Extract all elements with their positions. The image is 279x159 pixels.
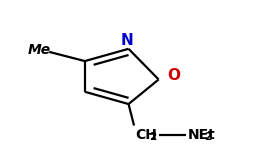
Text: NEt: NEt bbox=[188, 128, 216, 142]
Text: 2: 2 bbox=[204, 132, 211, 142]
Text: CH: CH bbox=[135, 128, 157, 142]
Text: 2: 2 bbox=[150, 132, 157, 142]
Text: Me: Me bbox=[28, 43, 51, 57]
Text: O: O bbox=[167, 68, 180, 83]
Text: N: N bbox=[121, 33, 134, 48]
